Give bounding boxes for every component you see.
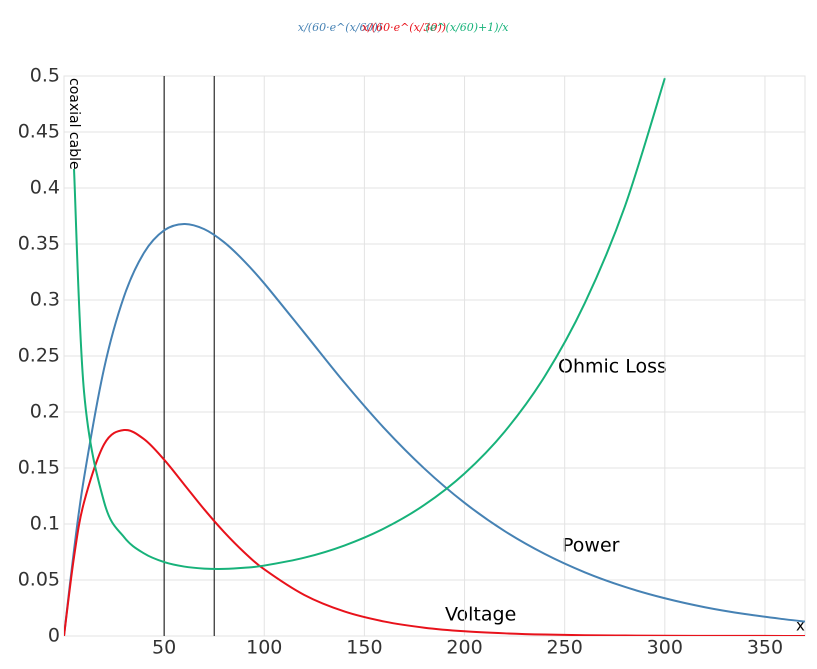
annotation: Ohmic Loss [558, 356, 667, 378]
y-tick-label: 0.4 [30, 177, 60, 199]
plot: 0 0.05 0.1 0.15 0.2 0.25 0.3 0.35 0.4 0.45 0.5 50 10… [18, 21, 806, 659]
legend-entry: (e^(x/60)+1)/x [426, 21, 510, 34]
x-axis-label: x [796, 617, 805, 635]
x-tick-label: 250 [547, 637, 583, 659]
plot-frame [63, 75, 806, 637]
line-series [64, 222, 805, 636]
x-tick-label: 50 [152, 637, 176, 659]
legend-entry: x/(60·e^(x/60)) [298, 21, 382, 34]
x-tick-label: 150 [346, 637, 382, 659]
y-tick-label: 0.05 [18, 569, 60, 591]
y-tick-label: 0 [48, 625, 60, 647]
x-tick-label: 200 [446, 637, 482, 659]
line-series [64, 428, 805, 636]
line-series [73, 77, 666, 570]
y-tick-label: 0.2 [30, 401, 60, 423]
y-tick-label: 0.5 [30, 65, 60, 87]
y-tick-label: 0.35 [18, 233, 60, 255]
y-tick-label: 0.3 [30, 289, 60, 311]
y-tick-label: 0.25 [18, 345, 60, 367]
y-tick-label: 0.45 [18, 121, 60, 143]
annotation: Power [562, 535, 620, 557]
x-tick-label: 300 [647, 637, 683, 659]
x-tick-label: 350 [747, 637, 783, 659]
legend-entry: x/(60·e^(x/30)) [362, 21, 446, 34]
x-tick-label: 100 [246, 637, 282, 659]
y-axis-label: coaxial cable [66, 78, 82, 170]
y-tick-label: 0.1 [30, 513, 60, 535]
annotation: Voltage [445, 604, 516, 626]
y-tick-label: 0.15 [18, 457, 60, 479]
